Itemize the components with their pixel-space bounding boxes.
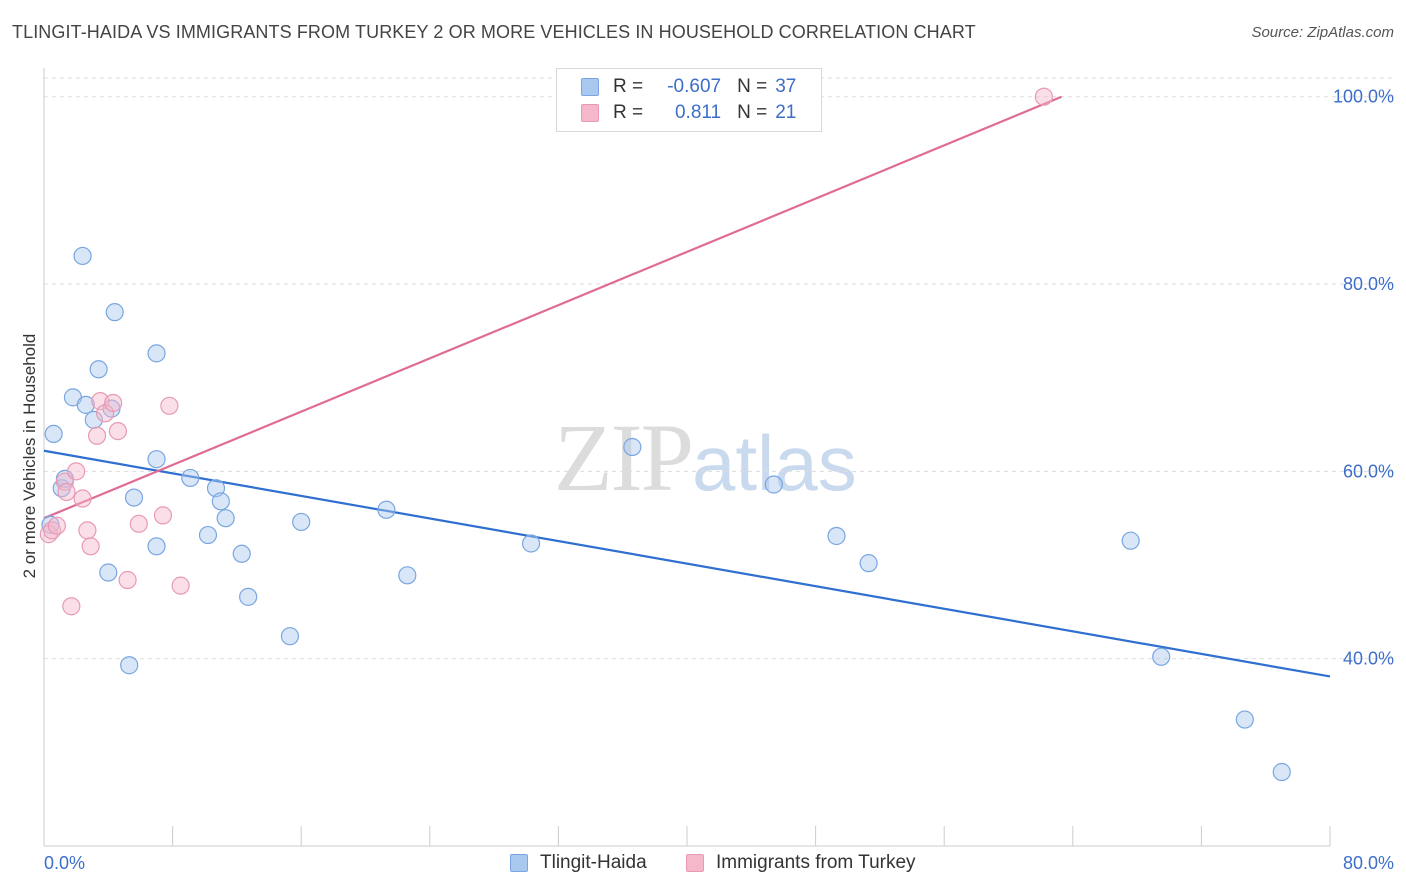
- tlingit-haida-point: [377, 500, 396, 519]
- legend-r-value: -0.607: [667, 76, 722, 97]
- trend-lines: [43, 95, 1331, 678]
- tlingit-haida-point: [1121, 531, 1140, 550]
- turkey-point: [81, 537, 100, 556]
- tick-labels: 40.0% 60.0% 80.0% 100.0% 0.0% 80.0%: [44, 87, 1394, 873]
- turkey-point: [78, 521, 97, 540]
- y-axis-label: 2 or more Vehicles in Household: [20, 334, 39, 579]
- tlingit-haida-trend-line: [43, 449, 1331, 678]
- legend-item-label: Tlingit-Haida: [540, 852, 647, 873]
- tlingit-haida-point: [1152, 647, 1171, 666]
- tlingit-haida-point: [827, 526, 846, 546]
- turkey-trend-line: [43, 95, 1062, 520]
- axes: [43, 68, 1331, 847]
- turkey-point: [160, 396, 179, 415]
- legend-row-turkey: R = 0.811 N = 21: [581, 100, 796, 126]
- tlingit-haida-point: [216, 509, 235, 528]
- turkey-point: [108, 421, 128, 441]
- turkey-point: [129, 514, 148, 533]
- tlingit-haida-point: [147, 537, 166, 556]
- chart-title: TLINGIT-HAIDA VS IMMIGRANTS FROM TURKEY …: [12, 22, 976, 42]
- x-tick-label: 0.0%: [44, 853, 85, 873]
- y-tick-label: 60.0%: [1343, 461, 1394, 481]
- tlingit-haida-point: [73, 246, 92, 266]
- tlingit-haida-point: [44, 424, 63, 444]
- turkey-point: [57, 482, 76, 502]
- tlingit-haida-point: [398, 566, 417, 585]
- tlingit-haida-point: [198, 525, 218, 545]
- tlingit-haida-point: [764, 475, 783, 494]
- series-legend: Tlingit-Haida Immigrants from Turkey: [0, 852, 1406, 878]
- turkey-point: [67, 462, 86, 481]
- watermark-zip: ZIP: [554, 404, 694, 511]
- tlingit-haida-point: [76, 395, 95, 414]
- legend-swatch-blue: [510, 854, 528, 872]
- legend-swatch-blue: [581, 78, 599, 96]
- legend-n-value: 37: [775, 76, 797, 97]
- tlingit-haida-point: [1235, 710, 1254, 729]
- tlingit-haida-point: [1272, 762, 1291, 782]
- turkey-point: [1034, 87, 1053, 106]
- data-points: [39, 87, 1291, 782]
- turkey-point: [118, 570, 137, 590]
- tlingit-haida-point: [147, 344, 166, 363]
- legend-item-tlingit[interactable]: Tlingit-Haida: [510, 852, 647, 874]
- tlingit-haida-point: [239, 587, 258, 606]
- tlingit-haida-point: [211, 492, 230, 511]
- legend-swatch-pink: [686, 854, 704, 872]
- legend-r-label: R =: [613, 102, 644, 123]
- tlingit-haida-point: [232, 544, 251, 563]
- source-label: Source: ZipAtlas.com: [1251, 24, 1394, 41]
- y-tick-label: 40.0%: [1343, 649, 1394, 669]
- tlingit-haida-point: [89, 360, 108, 379]
- tlingit-haida-point: [147, 450, 166, 469]
- legend-n-value: 21: [775, 102, 797, 123]
- turkey-point: [87, 426, 107, 445]
- tlingit-haida-point: [292, 512, 311, 532]
- turkey-point: [73, 489, 92, 508]
- legend-n-label: N =: [737, 102, 768, 123]
- tlingit-haida-point: [124, 488, 144, 507]
- tlingit-haida-point: [623, 437, 642, 457]
- legend-n-label: N =: [737, 76, 768, 97]
- stats-legend: R = -0.607 N = 37 R = 0.811 N = 21: [556, 68, 822, 132]
- turkey-point: [47, 516, 66, 535]
- tlingit-haida-point: [181, 468, 200, 488]
- y-tick-label: 100.0%: [1333, 87, 1394, 107]
- legend-row-tlingit: R = -0.607 N = 37: [581, 74, 796, 100]
- tlingit-haida-point: [521, 534, 541, 553]
- turkey-point: [104, 393, 123, 413]
- turkey-point: [171, 576, 190, 595]
- legend-item-turkey[interactable]: Immigrants from Turkey: [686, 852, 916, 874]
- turkey-point: [62, 597, 81, 616]
- legend-r-value: 0.811: [674, 102, 722, 123]
- tlingit-haida-point: [280, 627, 300, 646]
- watermark-atlas: atlas: [692, 419, 857, 507]
- legend-item-label: Immigrants from Turkey: [716, 852, 916, 873]
- x-tick-label: 80.0%: [1343, 853, 1394, 873]
- watermark: ZIPatlas: [554, 402, 857, 513]
- tlingit-haida-point: [105, 303, 124, 322]
- tlingit-haida-point: [120, 656, 139, 675]
- legend-swatch-pink: [581, 104, 599, 122]
- legend-r-label: R =: [613, 76, 644, 97]
- y-tick-label: 80.0%: [1343, 274, 1394, 294]
- turkey-point: [153, 506, 173, 525]
- gridlines: [44, 77, 1394, 660]
- tlingit-haida-point: [859, 554, 878, 573]
- tlingit-haida-point: [99, 563, 118, 582]
